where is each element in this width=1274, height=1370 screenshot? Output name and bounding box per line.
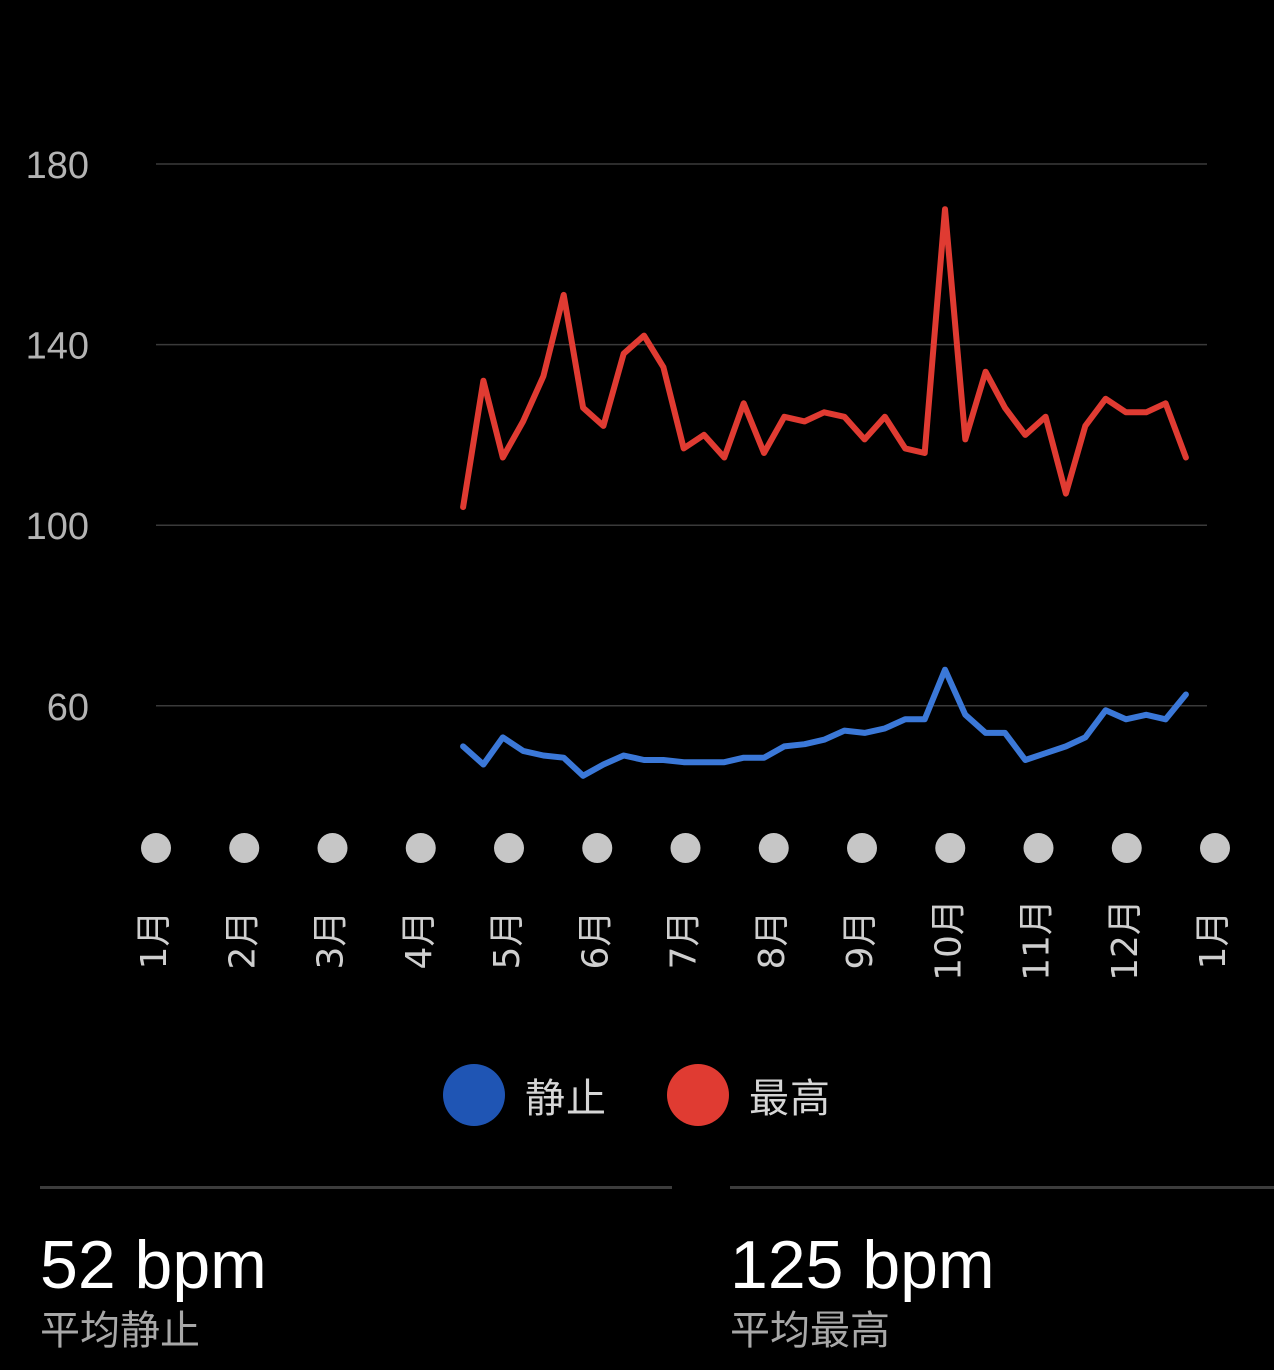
month-label: 8月 xyxy=(752,911,793,970)
month-dot xyxy=(670,833,701,863)
legend-label-max: 最高 xyxy=(749,1076,831,1122)
series-line-resting xyxy=(460,666,1189,779)
month-dot xyxy=(582,833,613,863)
grid-lines xyxy=(156,163,1207,707)
legend-dot-max xyxy=(667,1064,729,1126)
month-label: 2月 xyxy=(222,911,263,970)
month-label: 7月 xyxy=(664,911,705,970)
month-label: 9月 xyxy=(840,911,881,970)
month-label: 6月 xyxy=(575,911,616,970)
legend-label-resting: 静止 xyxy=(525,1076,607,1122)
legend-item-max[interactable]: 最高 xyxy=(667,1064,831,1126)
y-tick-labels: 180 140 100 60 xyxy=(26,145,89,729)
legend-dot-resting xyxy=(443,1064,505,1126)
month-dot xyxy=(847,833,877,863)
divider xyxy=(40,1186,672,1189)
month-label: 11月 xyxy=(1017,899,1058,981)
month-dot xyxy=(1023,833,1054,863)
max-average-value: 125 bpm xyxy=(730,1227,995,1303)
max-average-label: 平均最高 xyxy=(730,1308,890,1354)
month-label: 5月 xyxy=(487,911,528,970)
month-dot xyxy=(141,833,171,863)
y-tick-label: 180 xyxy=(26,145,89,187)
max-average-stat: 125 bpm 平均最高 xyxy=(730,1186,1274,1359)
month-label: 10月 xyxy=(928,899,969,981)
month-label: 1月 xyxy=(1193,911,1234,970)
month-dot xyxy=(1200,833,1230,863)
series-line-max xyxy=(460,206,1189,511)
chart-legend: 静止 最高 xyxy=(0,1062,1274,1128)
y-tick-label: 100 xyxy=(26,506,89,548)
month-dot xyxy=(494,833,524,863)
month-dot xyxy=(229,833,260,863)
month-label: 1月 xyxy=(134,911,175,970)
month-label: 4月 xyxy=(399,911,440,970)
month-dot xyxy=(317,833,348,863)
month-label: 12月 xyxy=(1105,899,1146,981)
y-tick-label: 60 xyxy=(47,687,89,729)
divider xyxy=(730,1186,1274,1189)
series-lines xyxy=(460,206,1189,779)
month-dot xyxy=(1111,833,1142,863)
resting-average-stat: 52 bpm 平均静止 xyxy=(40,1186,672,1359)
resting-average-value: 52 bpm xyxy=(40,1227,267,1303)
month-dot xyxy=(758,833,789,863)
y-tick-label: 140 xyxy=(26,326,89,368)
month-axis: 1月 2月 3月 4月 5月 6月 7月 8月 9月 10月 11月 12月 1月 xyxy=(134,833,1234,981)
month-label: 3月 xyxy=(311,911,352,970)
month-dot xyxy=(935,833,966,863)
resting-average-label: 平均静止 xyxy=(40,1308,200,1354)
month-dot xyxy=(405,833,436,863)
legend-item-resting[interactable]: 静止 xyxy=(443,1064,607,1126)
